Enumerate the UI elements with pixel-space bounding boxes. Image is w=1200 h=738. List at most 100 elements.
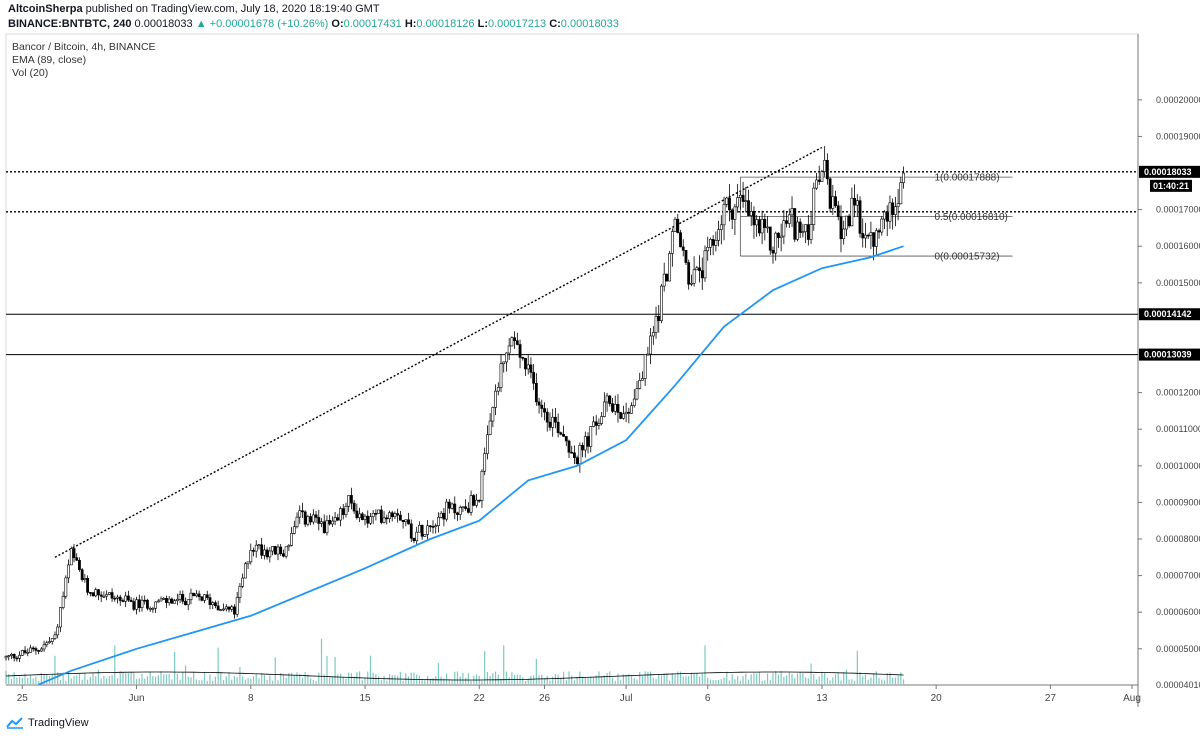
candle-body[interactable] (140, 599, 144, 608)
candle-body[interactable] (540, 404, 544, 409)
candle-body[interactable] (154, 601, 157, 609)
candle-body[interactable] (211, 602, 215, 605)
candle-body[interactable] (146, 599, 149, 609)
rising-trendline[interactable] (54, 146, 823, 558)
candle-body[interactable] (529, 364, 533, 373)
candle-body[interactable] (877, 230, 881, 233)
candle-body[interactable] (88, 592, 92, 594)
candle-body[interactable] (439, 512, 443, 518)
candle-body[interactable] (58, 607, 62, 628)
candle-body[interactable] (273, 546, 277, 555)
candle-body[interactable] (12, 653, 16, 659)
candle-body[interactable] (398, 514, 402, 521)
candle-body[interactable] (75, 557, 79, 561)
candle-body[interactable] (148, 608, 152, 610)
candle-body[interactable] (358, 513, 361, 519)
candle-body[interactable] (619, 412, 623, 419)
candle-body[interactable] (415, 531, 419, 542)
candle-body[interactable] (428, 525, 432, 528)
candle-body[interactable] (624, 411, 628, 415)
candle-body[interactable] (736, 197, 740, 208)
candle-body[interactable] (341, 508, 345, 515)
candle-body[interactable] (670, 231, 674, 254)
candle-body[interactable] (885, 211, 889, 222)
candle-body[interactable] (861, 233, 865, 239)
candle-body[interactable] (15, 657, 19, 660)
candle-body[interactable] (151, 607, 155, 610)
candle-body[interactable] (336, 517, 340, 521)
candle-body[interactable] (94, 589, 98, 597)
candle-body[interactable] (657, 315, 661, 321)
candle-body[interactable] (785, 220, 788, 224)
candle-body[interactable] (883, 211, 886, 220)
candle-body[interactable] (828, 178, 832, 209)
candle-body[interactable] (864, 234, 867, 239)
candle-body[interactable] (725, 197, 729, 205)
candle-body[interactable] (309, 516, 313, 523)
candle-body[interactable] (382, 517, 386, 523)
candle-body[interactable] (488, 420, 492, 436)
candle-body[interactable] (608, 395, 612, 404)
candle-body[interactable] (271, 546, 274, 552)
candle-body[interactable] (42, 644, 46, 650)
candle-body[interactable] (752, 211, 756, 226)
candle-body[interactable] (20, 650, 24, 656)
candle-body[interactable] (388, 512, 391, 520)
candle-body[interactable] (344, 505, 348, 515)
candle-body[interactable] (730, 209, 734, 220)
candle-body[interactable] (37, 650, 41, 652)
candle-body[interactable] (526, 364, 530, 370)
candle-body[interactable] (698, 267, 701, 271)
candle-body[interactable] (801, 231, 805, 234)
candle-body[interactable] (665, 273, 669, 282)
candle-body[interactable] (477, 499, 481, 502)
candle-body[interactable] (78, 559, 81, 570)
candle-body[interactable] (303, 511, 307, 525)
candle-body[interactable] (102, 595, 106, 598)
candle-body[interactable] (464, 506, 468, 509)
legend-title[interactable]: Bancor / Bitcoin, 4h, BINANCE (12, 41, 156, 53)
candle-body[interactable] (815, 179, 818, 189)
candle-body[interactable] (798, 221, 802, 233)
candle-body[interactable] (627, 411, 631, 414)
candle-body[interactable] (23, 650, 27, 653)
candle-body[interactable] (197, 593, 201, 598)
candle-body[interactable] (855, 200, 859, 206)
candle-body[interactable] (834, 196, 837, 207)
candle-body[interactable] (760, 218, 764, 234)
candle-body[interactable] (437, 517, 440, 527)
candle-body[interactable] (869, 232, 873, 236)
candle-body[interactable] (768, 226, 772, 251)
candle-body[interactable] (589, 426, 593, 447)
candle-body[interactable] (135, 599, 138, 610)
candle-body[interactable] (227, 606, 231, 610)
candle-body[interactable] (581, 444, 584, 451)
candle-body[interactable] (268, 550, 272, 558)
candle-body[interactable] (328, 520, 332, 525)
candle-body[interactable] (453, 503, 457, 514)
candle-body[interactable] (156, 600, 160, 603)
candle-body[interactable] (205, 594, 209, 598)
candle-body[interactable] (110, 592, 114, 599)
candle-body[interactable] (545, 411, 549, 423)
candle-body[interactable] (766, 226, 769, 229)
candle-body[interactable] (290, 533, 293, 546)
candle-body[interactable] (200, 596, 204, 601)
candle-body[interactable] (711, 239, 715, 246)
candle-body[interactable] (208, 597, 212, 605)
candle-body[interactable] (53, 634, 57, 639)
candle-body[interactable] (126, 595, 130, 601)
candle-body[interactable] (137, 599, 141, 608)
candle-body[interactable] (369, 516, 372, 524)
candle-body[interactable] (116, 596, 119, 599)
candle-body[interactable] (684, 250, 688, 263)
candle-body[interactable] (347, 495, 351, 507)
candle-body[interactable] (717, 229, 720, 241)
candle-body[interactable] (646, 353, 650, 356)
candle-body[interactable] (298, 510, 302, 518)
candle-body[interactable] (703, 250, 707, 279)
candle-body[interactable] (681, 246, 685, 251)
candle-body[interactable] (578, 444, 582, 464)
candle-body[interactable] (611, 403, 614, 412)
candle-body[interactable] (695, 267, 699, 271)
